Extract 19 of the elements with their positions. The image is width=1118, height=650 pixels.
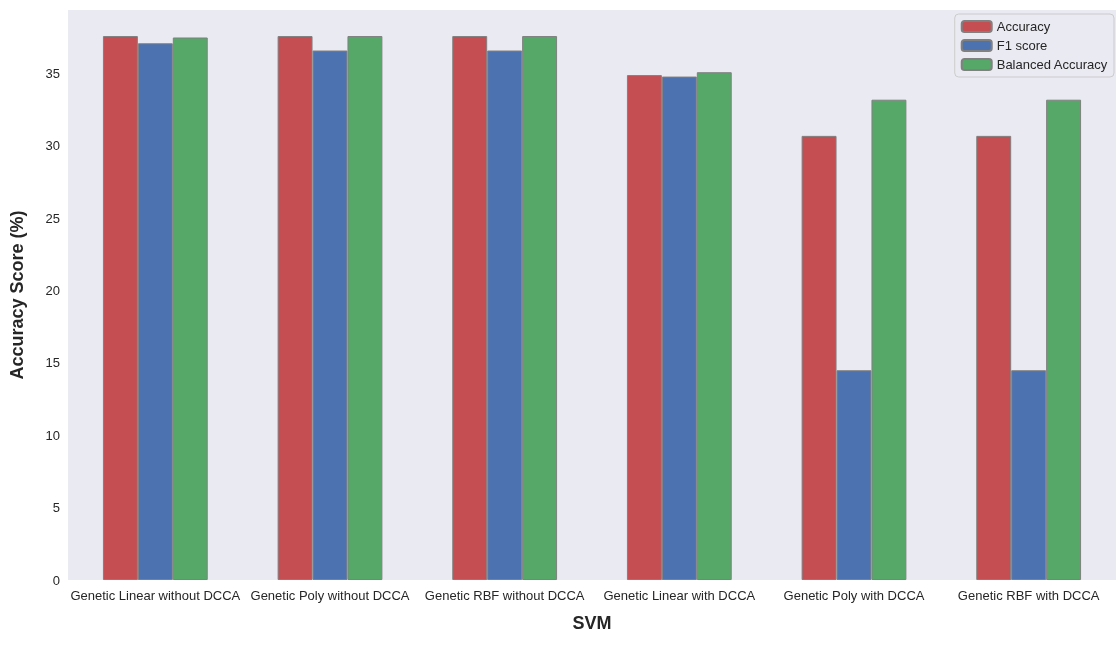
legend-label: F1 score xyxy=(996,38,1048,53)
y-tick-label: 15 xyxy=(45,355,60,371)
legend-label: Balanced Accuracy xyxy=(996,57,1108,72)
y-tick-label: 30 xyxy=(45,138,60,154)
y-tick-label: 35 xyxy=(45,66,60,82)
y-tick-label: 0 xyxy=(52,572,60,588)
x-axis-title: SVM xyxy=(572,613,612,633)
x-tick-label: Genetic Poly without DCCA xyxy=(250,588,410,603)
y-tick-label: 25 xyxy=(45,210,60,226)
x-tick-label: Genetic Linear without DCCA xyxy=(70,588,241,603)
y-tick-label: 5 xyxy=(52,500,60,516)
x-tick-label: Genetic Poly with DCCA xyxy=(783,588,925,603)
y-tick-label: 10 xyxy=(45,427,60,443)
x-tick-label: Genetic Linear with DCCA xyxy=(603,588,756,603)
legend-label: Accuracy xyxy=(996,19,1051,34)
x-tick-label: Genetic RBF without DCCA xyxy=(424,588,585,603)
y-axis-title: Accuracy Score (%) xyxy=(7,210,27,380)
y-tick-label: 20 xyxy=(45,283,60,299)
x-tick-label: Genetic RBF with DCCA xyxy=(957,588,1100,603)
